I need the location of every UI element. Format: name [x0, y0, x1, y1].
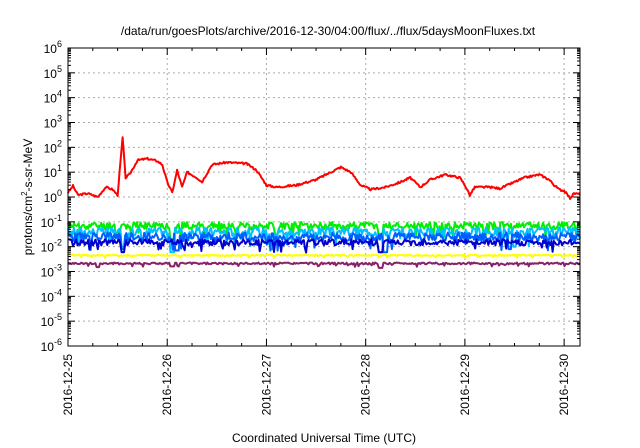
series-line-1 — [67, 136, 581, 200]
y-tick-labels: 106 105 104 103 102 101 100 10-1 10-2 10-3 10-4 10-… — [41, 39, 62, 354]
series-group — [67, 136, 581, 269]
y-tick-label: 100 — [44, 188, 62, 205]
series-line-3 — [67, 226, 581, 254]
y-tick-label: 10-4 — [41, 287, 62, 304]
y-tick-label: 10-2 — [41, 238, 62, 255]
y-axis-label: protons/cm2-s-sr-MeV — [20, 139, 35, 255]
y-tick-label: 10-5 — [41, 312, 62, 329]
y-tick-label: 102 — [44, 138, 62, 155]
series-line-4 — [67, 231, 581, 254]
x-tick-label: 2016-12-25 — [61, 354, 75, 416]
y-tick-label: 101 — [44, 163, 62, 180]
x-tick-label: 2016-12-30 — [557, 354, 571, 416]
y-tick-label: 103 — [44, 114, 62, 131]
x-axis-label: Coordinated Universal Time (UTC) — [232, 431, 416, 445]
series-line-2 — [67, 221, 581, 241]
y-tick-label: 105 — [44, 64, 62, 81]
y-tick-label: 10-1 — [41, 213, 62, 230]
grid-lines — [68, 48, 580, 346]
y-tick-label: 104 — [44, 89, 62, 106]
axis-ticks — [67, 47, 580, 347]
x-tick-label: 2016-12-27 — [259, 354, 273, 416]
x-tick-labels: 2016-12-25 2016-12-26 2016-12-27 2016-12-28… — [61, 354, 571, 416]
x-tick-label: 2016-12-26 — [160, 354, 174, 416]
series-line-6 — [67, 253, 580, 259]
series-line-7 — [67, 261, 581, 269]
x-tick-label: 2016-12-29 — [458, 354, 472, 416]
y-tick-label: 106 — [44, 39, 62, 56]
y-tick-label: 10-3 — [41, 263, 62, 280]
chart-title: /data/run/goesPlots/archive/2016-12-30/0… — [121, 24, 536, 38]
x-tick-label: 2016-12-28 — [359, 354, 373, 416]
y-tick-label: 10-6 — [41, 337, 62, 354]
series-line-5 — [67, 238, 581, 254]
